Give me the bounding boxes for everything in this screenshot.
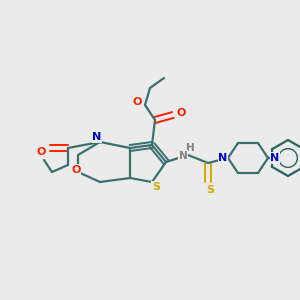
Text: H: H (186, 143, 194, 153)
Text: N: N (178, 151, 188, 161)
Text: S: S (206, 185, 214, 195)
Text: S: S (152, 182, 160, 192)
Text: O: O (132, 97, 142, 107)
Text: N: N (218, 153, 228, 163)
Text: O: O (36, 147, 46, 157)
Text: O: O (71, 165, 81, 175)
Text: N: N (92, 132, 102, 142)
Text: N: N (270, 153, 280, 163)
Text: O: O (176, 108, 186, 118)
